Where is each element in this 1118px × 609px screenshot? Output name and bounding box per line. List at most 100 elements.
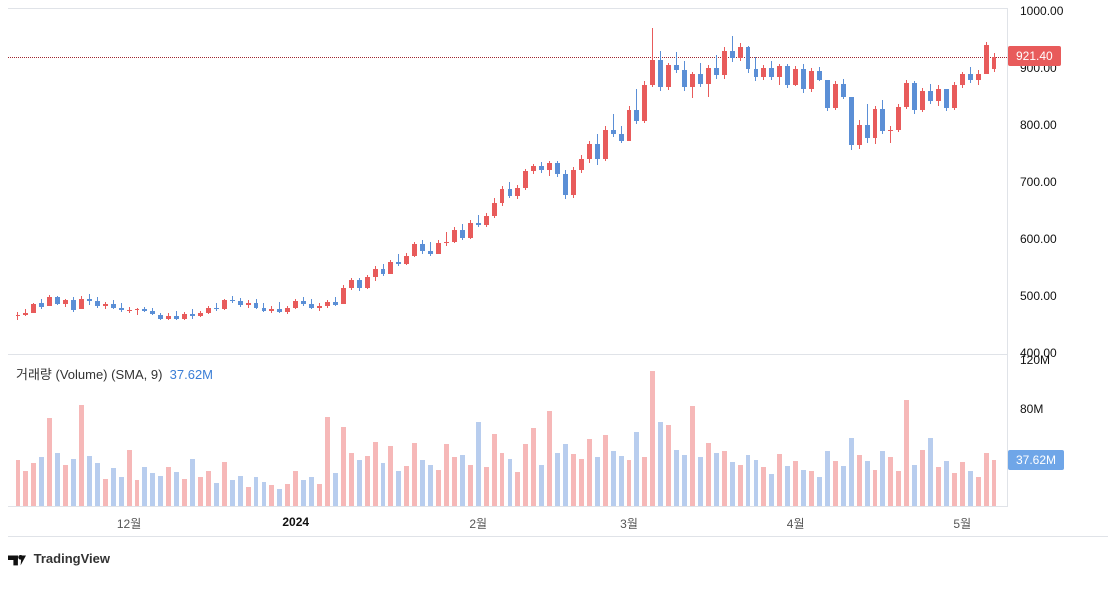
- candle-body: [571, 170, 576, 195]
- volume-bar: [976, 477, 981, 506]
- candle-body: [365, 277, 370, 288]
- candle-body: [730, 51, 735, 58]
- time-xtick: 5월: [953, 515, 971, 532]
- candle-body: [381, 269, 386, 274]
- candle-wick: [430, 242, 431, 257]
- candle-body: [793, 69, 798, 85]
- candle-wick: [716, 55, 717, 80]
- volume-bar: [174, 472, 179, 506]
- candle-wick: [446, 232, 447, 246]
- volume-bar: [388, 446, 393, 506]
- price-ytick: 600.00: [1020, 232, 1057, 246]
- candle-body: [968, 74, 973, 80]
- candle-body: [611, 130, 616, 135]
- candle-body: [103, 304, 108, 306]
- volume-bar: [738, 465, 743, 506]
- candle-body: [603, 130, 608, 159]
- volume-bar: [896, 471, 901, 506]
- candle-wick: [732, 36, 733, 62]
- candle-body: [880, 109, 885, 131]
- candle-body: [777, 66, 782, 77]
- candle-body: [523, 171, 528, 188]
- volume-bar: [754, 460, 759, 506]
- volume-bar: [47, 418, 52, 506]
- volume-bar: [262, 482, 267, 506]
- volume-bar: [579, 459, 584, 506]
- volume-bar: [936, 467, 941, 506]
- volume-bar: [515, 472, 520, 506]
- volume-bar: [365, 456, 370, 506]
- volume-bar: [769, 474, 774, 506]
- candle-body: [87, 299, 92, 301]
- volume-bar: [984, 453, 989, 507]
- candle-body: [285, 308, 290, 313]
- candle-body: [650, 60, 655, 85]
- time-xtick: 4월: [787, 515, 805, 532]
- candle-body: [230, 300, 235, 301]
- candle-body: [769, 68, 774, 78]
- price-ytick: 800.00: [1020, 118, 1057, 132]
- volume-bar: [611, 451, 616, 506]
- time-xtick: 3월: [620, 515, 638, 532]
- candle-body: [277, 309, 282, 312]
- volume-bar: [603, 435, 608, 506]
- candle-body: [642, 85, 647, 120]
- candle-body: [619, 134, 624, 140]
- volume-bar: [634, 432, 639, 506]
- volume-bar: [39, 457, 44, 506]
- candle-body: [63, 300, 68, 304]
- volume-bar: [865, 461, 870, 506]
- candle-body: [39, 303, 44, 306]
- candle-body: [31, 304, 36, 313]
- candle-body: [492, 203, 497, 217]
- candle-body: [349, 280, 354, 288]
- last-price-badge: 921.40: [1008, 46, 1061, 66]
- volume-bar: [801, 470, 806, 506]
- price-chart-area[interactable]: [8, 8, 1008, 354]
- volume-bar: [539, 465, 544, 506]
- volume-bar: [341, 427, 346, 506]
- volume-bar: [142, 467, 147, 506]
- volume-bar: [809, 471, 814, 506]
- candle-body: [396, 262, 401, 264]
- volume-bar: [31, 463, 36, 506]
- candle-body: [158, 315, 163, 320]
- candle-body: [904, 83, 909, 107]
- volume-bar: [190, 459, 195, 506]
- candle-body: [428, 251, 433, 254]
- candle-body: [341, 288, 346, 305]
- candle-body: [436, 243, 441, 254]
- volume-bar: [793, 461, 798, 506]
- candle-body: [555, 163, 560, 174]
- volume-bar: [214, 483, 219, 506]
- candle-body: [928, 91, 933, 101]
- volume-bar: [690, 406, 695, 506]
- candle-body: [841, 84, 846, 97]
- candle-body: [333, 302, 338, 305]
- volume-bar: [198, 477, 203, 506]
- candle-body: [420, 244, 425, 251]
- candle-body: [198, 313, 203, 316]
- volume-bar: [563, 444, 568, 506]
- candle-body: [262, 308, 267, 311]
- candle-body: [547, 163, 552, 170]
- tradingview-logo-icon: [8, 554, 26, 566]
- volume-bar: [944, 461, 949, 506]
- candle-body: [142, 309, 147, 311]
- volume-bar: [285, 484, 290, 506]
- candle-body: [111, 304, 116, 308]
- volume-bar: [63, 465, 68, 506]
- volume-bar: [381, 463, 386, 506]
- volume-bar: [960, 462, 965, 506]
- candle-body: [976, 74, 981, 80]
- volume-bar: [127, 450, 132, 506]
- attribution-bar: TradingView: [8, 536, 1108, 576]
- candle-body: [412, 244, 417, 256]
- volume-bar: [523, 444, 528, 506]
- candle-body: [761, 68, 766, 78]
- volume-bar: [254, 477, 259, 506]
- volume-bar: [87, 456, 92, 506]
- candle-body: [682, 70, 687, 87]
- candle-body: [79, 299, 84, 309]
- candle-body: [896, 107, 901, 130]
